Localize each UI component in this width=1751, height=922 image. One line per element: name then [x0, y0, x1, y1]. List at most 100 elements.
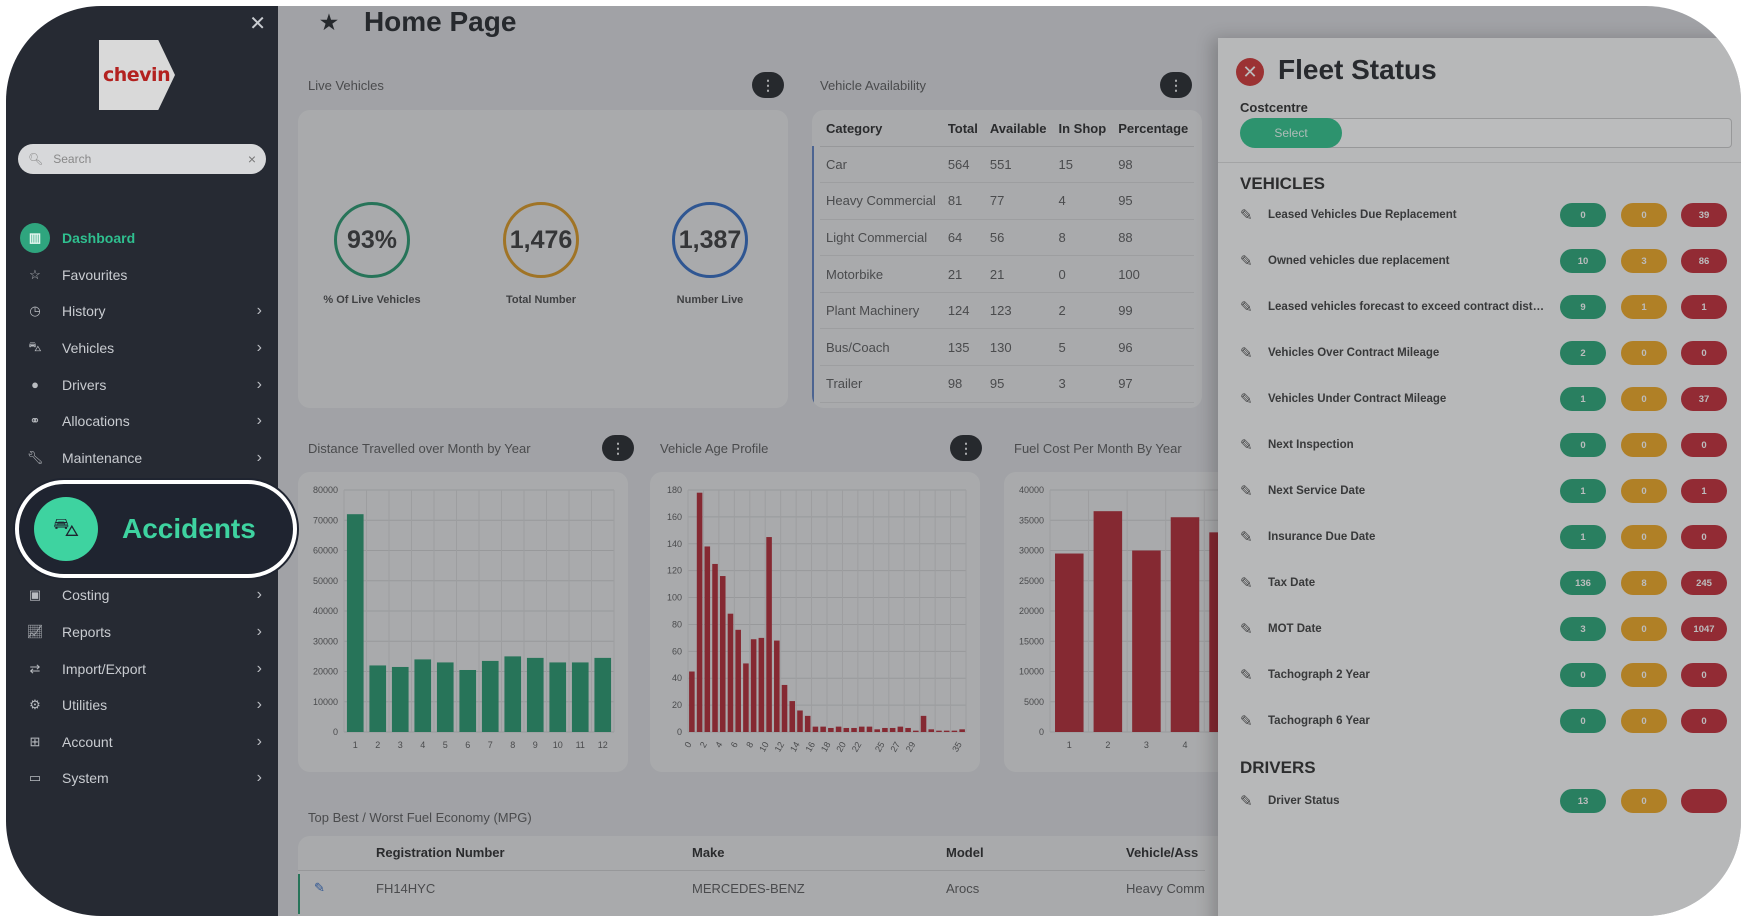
distance-chart-menu-button[interactable]: ⋮ — [602, 435, 634, 461]
count-badge-green[interactable]: 0 — [1560, 433, 1606, 457]
close-sidebar-icon[interactable]: ✕ — [249, 13, 266, 35]
table-row[interactable]: Motorbike 21 21 0 100 — [820, 255, 1195, 293]
fleet-status-row[interactable]: ✎ Next Inspection 0 0 0 — [1240, 430, 1740, 460]
chevin-logo[interactable]: chevin — [99, 40, 175, 110]
table-row[interactable]: Car 564 551 15 98 — [820, 146, 1195, 184]
edit-icon[interactable]: ✎ — [1240, 793, 1253, 810]
sidebar-item-utilities[interactable]: ⚙ Utilities › — [20, 687, 268, 724]
sidebar-item-system[interactable]: ▭ System › — [20, 760, 268, 797]
count-badge-green[interactable]: 0 — [1560, 709, 1606, 733]
count-badge-red[interactable]: 0 — [1681, 709, 1727, 733]
table-row[interactable]: Light Commercial 64 56 8 88 — [820, 219, 1195, 257]
count-badge-amber[interactable]: 0 — [1621, 663, 1667, 687]
fleet-status-row[interactable]: ✎ Next Service Date 1 0 1 — [1240, 476, 1740, 506]
count-badge-red[interactable]: 1 — [1681, 479, 1727, 503]
count-badge-red[interactable]: 0 — [1681, 433, 1727, 457]
count-badge-amber[interactable]: 0 — [1621, 479, 1667, 503]
sidebar-item-dashboard[interactable]: ▥ Dashboard — [20, 220, 268, 257]
sidebar-item-import-export[interactable]: ⇄ Import/Export › — [20, 650, 268, 687]
edit-icon[interactable]: ✎ — [1240, 299, 1253, 316]
table-row[interactable]: ✎ FH14HYC MERCEDES-BENZ Arocs Heavy Comm — [298, 870, 1205, 906]
fleet-status-row[interactable]: ✎ Leased Vehicles Due Replacement 0 0 39 — [1240, 200, 1740, 230]
count-badge-red[interactable]: 39 — [1681, 203, 1727, 227]
count-badge-amber[interactable]: 0 — [1621, 525, 1667, 549]
fleet-status-row[interactable]: ✎ Vehicles Under Contract Mileage 1 0 37 — [1240, 384, 1740, 414]
column-header[interactable]: Registration Number — [376, 836, 692, 871]
count-badge-green[interactable]: 1 — [1560, 387, 1606, 411]
edit-icon[interactable]: ✎ — [1240, 713, 1253, 730]
column-header[interactable]: Percentage — [1112, 112, 1195, 147]
sidebar-item-drivers[interactable]: ● Drivers › — [20, 366, 268, 403]
count-badge-green[interactable]: 10 — [1560, 249, 1606, 273]
count-badge-amber[interactable]: 8 — [1621, 571, 1667, 595]
sidebar-item-allocations[interactable]: ⚭ Allocations › — [20, 403, 268, 440]
table-row[interactable]: Plant Machinery 124 123 2 99 — [820, 292, 1195, 330]
table-row[interactable]: Trailer 98 95 3 97 — [820, 365, 1195, 403]
fleet-status-row[interactable]: ✎ MOT Date 3 0 1047 — [1240, 614, 1740, 644]
column-header[interactable]: In Shop — [1052, 112, 1113, 147]
column-header[interactable]: Make — [692, 836, 946, 871]
search-box[interactable]: 🔍︎ Search × — [18, 144, 266, 174]
sidebar-item-costing[interactable]: ▣ Costing › — [20, 577, 268, 614]
fleet-status-row[interactable]: ✎ Tax Date 136 8 245 — [1240, 568, 1740, 598]
sidebar-item-maintenance[interactable]: 🔧︎ Maintenance › — [20, 440, 268, 477]
count-badge-amber[interactable]: 0 — [1621, 617, 1667, 641]
table-row[interactable]: Bus/Coach 135 130 5 96 — [820, 328, 1195, 367]
count-badge-red[interactable]: 245 — [1681, 571, 1727, 595]
count-badge-amber[interactable]: 0 — [1621, 387, 1667, 411]
count-badge-amber[interactable]: 3 — [1621, 249, 1667, 273]
count-badge-red[interactable]: 0 — [1681, 341, 1727, 365]
count-badge-red[interactable]: 0 — [1681, 663, 1727, 687]
column-header[interactable]: Vehicle/Ass — [1126, 836, 1205, 871]
edit-icon[interactable]: ✎ — [1240, 667, 1253, 684]
count-badge-amber[interactable]: 0 — [1621, 203, 1667, 227]
edit-icon[interactable]: ✎ — [1240, 529, 1253, 546]
vehicle-availability-menu-button[interactable]: ⋮ — [1160, 72, 1192, 98]
table-row[interactable]: Heavy Commercial 81 77 4 95 — [820, 182, 1195, 220]
edit-icon[interactable]: ✎ — [1240, 345, 1253, 362]
column-header[interactable]: Total — [941, 112, 984, 147]
count-badge-green[interactable]: 0 — [1560, 663, 1606, 687]
column-header[interactable]: Category — [820, 112, 942, 147]
sidebar-item-accidents[interactable]: ⛍ Accidents — [15, 480, 297, 578]
count-badge-green[interactable]: 136 — [1560, 571, 1606, 595]
sidebar-item-history[interactable]: ◷ History › — [20, 293, 268, 330]
edit-icon[interactable]: ✎ — [1240, 437, 1253, 454]
count-badge-green[interactable]: 9 — [1560, 295, 1606, 319]
clear-search-icon[interactable]: × — [247, 151, 256, 167]
edit-icon[interactable]: ✎ — [1240, 621, 1253, 638]
edit-icon[interactable]: ✎ — [1240, 483, 1253, 500]
close-icon[interactable]: ✕ — [1236, 58, 1264, 86]
sidebar-item-reports[interactable]: 📈︎ Reports › — [20, 614, 268, 651]
count-badge-amber[interactable]: 0 — [1621, 789, 1667, 813]
edit-icon[interactable]: ✎ — [1240, 253, 1253, 270]
count-badge-red[interactable]: 86 — [1681, 249, 1727, 273]
fleet-status-row[interactable]: ✎ Tachograph 6 Year 0 0 0 — [1240, 706, 1740, 736]
star-icon[interactable]: ★ — [320, 11, 338, 34]
count-badge-red[interactable]: 1 — [1681, 295, 1727, 319]
column-header[interactable]: Available — [983, 112, 1053, 147]
edit-icon[interactable]: ✎ — [1240, 207, 1253, 224]
fleet-status-row[interactable]: ✎ Driver Status 13 0 — [1240, 786, 1740, 816]
count-badge-red[interactable]: 37 — [1681, 387, 1727, 411]
sidebar-item-favourites[interactable]: ☆ Favourites — [20, 257, 268, 294]
fleet-status-row[interactable]: ✎ Tachograph 2 Year 0 0 0 — [1240, 660, 1740, 690]
fleet-status-row[interactable]: ✎ Insurance Due Date 1 0 0 — [1240, 522, 1740, 552]
count-badge-amber[interactable]: 1 — [1621, 295, 1667, 319]
count-badge-red[interactable] — [1681, 789, 1727, 813]
count-badge-amber[interactable]: 0 — [1621, 709, 1667, 733]
count-badge-green[interactable]: 0 — [1560, 203, 1606, 227]
edit-icon[interactable]: ✎ — [314, 880, 325, 896]
edit-icon[interactable]: ✎ — [1240, 575, 1253, 592]
search-input[interactable]: Search — [53, 152, 92, 166]
fleet-status-row[interactable]: ✎ Owned vehicles due replacement 10 3 86 — [1240, 246, 1740, 276]
costcentre-input[interactable] — [1322, 118, 1732, 148]
sidebar-item-account[interactable]: ⊞ Account › — [20, 724, 268, 761]
count-badge-green[interactable]: 1 — [1560, 525, 1606, 549]
age-profile-chart-menu-button[interactable]: ⋮ — [950, 435, 982, 461]
count-badge-green[interactable]: 2 — [1560, 341, 1606, 365]
edit-icon[interactable]: ✎ — [1240, 391, 1253, 408]
sidebar-item-vehicles[interactable]: ⛍ Vehicles › — [20, 330, 268, 367]
count-badge-green[interactable]: 3 — [1560, 617, 1606, 641]
fleet-status-row[interactable]: ✎ Vehicles Over Contract Mileage 2 0 0 — [1240, 338, 1740, 368]
